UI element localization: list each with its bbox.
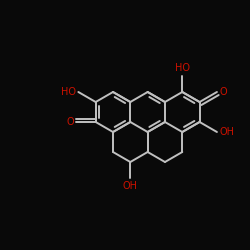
Text: O: O xyxy=(220,87,228,97)
Text: OH: OH xyxy=(123,181,138,191)
Text: O: O xyxy=(66,117,74,127)
Text: HO: HO xyxy=(175,63,190,73)
Text: HO: HO xyxy=(61,87,76,97)
Text: OH: OH xyxy=(220,127,235,137)
